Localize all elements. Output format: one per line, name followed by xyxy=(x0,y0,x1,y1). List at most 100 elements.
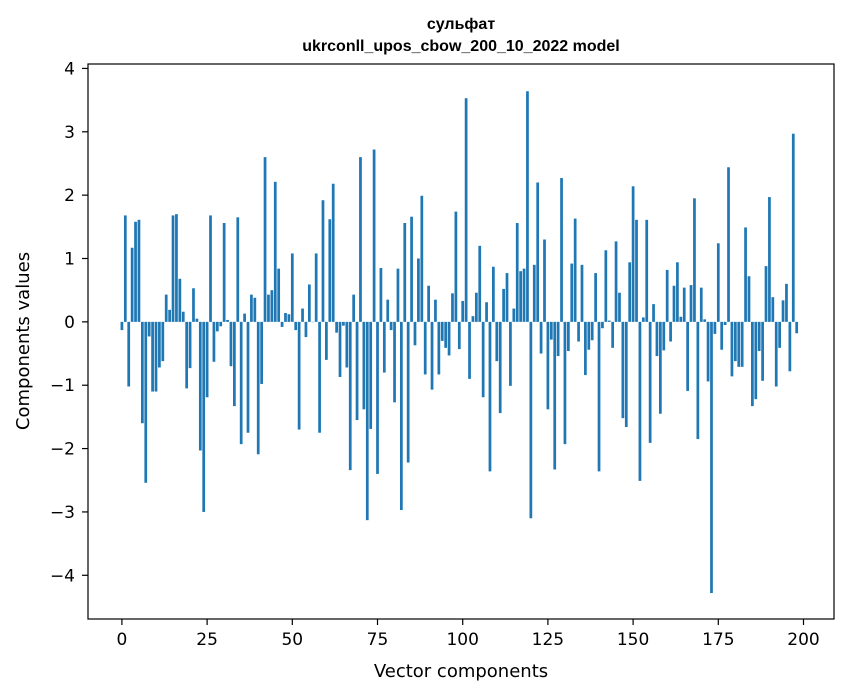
bar-10 xyxy=(154,321,158,392)
bar-155 xyxy=(648,321,652,443)
bar-157 xyxy=(655,321,659,357)
bar-30 xyxy=(222,223,226,322)
bar-180 xyxy=(733,321,737,362)
bar-105 xyxy=(478,245,482,322)
bar-77 xyxy=(382,321,386,373)
bar-34 xyxy=(236,217,240,322)
bar-134 xyxy=(577,321,580,342)
bar-110 xyxy=(495,321,499,362)
bar-31 xyxy=(226,319,229,322)
bar-153 xyxy=(641,317,645,322)
bar-170 xyxy=(699,287,703,322)
bar-172 xyxy=(706,321,710,382)
bar-109 xyxy=(492,266,495,322)
bar-171 xyxy=(703,319,707,322)
bar-29 xyxy=(219,321,223,327)
bar-156 xyxy=(652,304,655,322)
bar-88 xyxy=(420,195,424,322)
bar-139 xyxy=(594,273,597,322)
bar-106 xyxy=(481,321,485,398)
x-axis-ticks: 0 25 50 75 100 125 150 175 200 xyxy=(116,619,820,650)
bar-32 xyxy=(229,321,233,367)
y-tick-label: −2 xyxy=(50,440,75,460)
bar-28 xyxy=(215,321,219,332)
bar-101 xyxy=(464,98,468,322)
bar-121 xyxy=(532,264,536,322)
bar-159 xyxy=(662,321,666,351)
bar-142 xyxy=(604,250,608,322)
bar-59 xyxy=(321,200,325,322)
bar-79 xyxy=(389,321,393,331)
bar-51 xyxy=(294,321,298,331)
bar-89 xyxy=(423,321,427,375)
bar-166 xyxy=(686,321,689,391)
y-tick-label: −1 xyxy=(50,376,75,396)
bar-149 xyxy=(628,262,632,322)
y-tick-label: 4 xyxy=(64,59,75,79)
bar-126 xyxy=(549,321,553,340)
bar-3 xyxy=(130,247,134,322)
bar-33 xyxy=(233,321,236,407)
bar-82 xyxy=(400,321,403,511)
bar-154 xyxy=(645,219,649,322)
bar-72 xyxy=(365,321,369,521)
bar-193 xyxy=(778,321,782,348)
bar-143 xyxy=(607,320,611,322)
bar-52 xyxy=(297,321,301,430)
y-tick-label: 0 xyxy=(64,313,75,333)
bar-74 xyxy=(372,149,376,322)
bar-13 xyxy=(164,294,168,322)
bar-196 xyxy=(788,321,792,372)
bar-112 xyxy=(502,288,505,322)
bar-151 xyxy=(635,219,638,322)
bar-181 xyxy=(737,321,741,367)
bar-27 xyxy=(212,321,216,362)
x-tick-label: 25 xyxy=(196,630,218,650)
bar-68 xyxy=(352,294,356,322)
x-tick-label: 175 xyxy=(702,630,734,650)
bar-38 xyxy=(250,294,253,322)
bar-12 xyxy=(161,321,165,362)
bar-42 xyxy=(263,157,267,322)
bars-group xyxy=(120,91,799,594)
bar-130 xyxy=(563,321,567,445)
bar-195 xyxy=(785,283,788,322)
bar-129 xyxy=(560,178,563,322)
bar-174 xyxy=(713,321,717,334)
bar-108 xyxy=(488,321,492,472)
bar-125 xyxy=(546,321,550,410)
bar-95 xyxy=(444,321,448,348)
bar-146 xyxy=(618,292,621,322)
bar-113 xyxy=(505,273,509,322)
bar-92 xyxy=(434,299,437,322)
bar-185 xyxy=(751,321,754,407)
y-tick-label: 1 xyxy=(64,250,75,270)
bar-147 xyxy=(621,321,625,419)
bar-8 xyxy=(147,321,151,337)
y-tick-label: 3 xyxy=(64,123,75,143)
bar-25 xyxy=(205,321,209,398)
bar-164 xyxy=(679,316,683,322)
bar-197 xyxy=(791,133,795,322)
bar-128 xyxy=(556,321,560,357)
bar-65 xyxy=(342,321,345,326)
bar-182 xyxy=(740,321,744,367)
bar-136 xyxy=(584,321,587,376)
bar-46 xyxy=(277,268,281,322)
x-tick-label: 100 xyxy=(446,630,478,650)
bar-178 xyxy=(727,167,730,322)
bar-6 xyxy=(140,321,144,424)
bar-135 xyxy=(580,264,584,322)
bar-187 xyxy=(757,321,761,351)
y-axis-ticks: −4 −3 −2 −1 0 1 2 3 4 xyxy=(50,59,88,586)
bar-26 xyxy=(209,215,212,322)
bar-22 xyxy=(195,318,199,322)
bar-184 xyxy=(747,276,751,322)
bar-198 xyxy=(795,321,799,334)
bar-85 xyxy=(410,216,413,322)
bar-62 xyxy=(331,183,335,322)
x-tick-label: 0 xyxy=(116,630,127,650)
bar-90 xyxy=(427,285,430,322)
bar-91 xyxy=(430,321,434,390)
